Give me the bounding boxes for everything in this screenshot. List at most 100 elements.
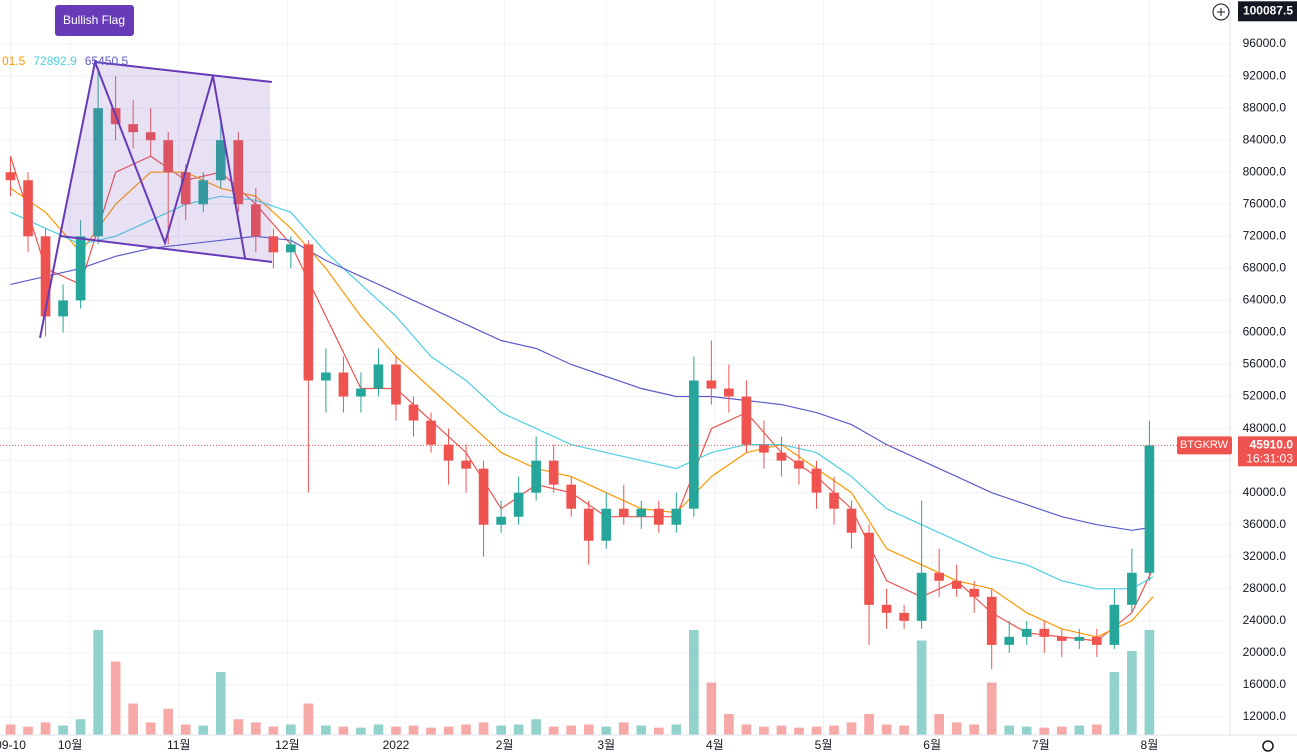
x-tick-label: 6월: [923, 738, 941, 752]
volume-bar: [1144, 630, 1155, 735]
legend: 01.5 72892.9 65450.5: [2, 54, 128, 68]
volume-bar: [846, 722, 857, 735]
candle-body: [215, 140, 226, 181]
volume-bar: [653, 727, 664, 735]
bullish-flag-drawing: [39, 58, 273, 339]
volume-bar: [461, 724, 471, 735]
volume-bar: [531, 719, 541, 735]
x-tick-label: 8월: [1141, 738, 1159, 752]
y-tick-label: 64000.0: [1243, 293, 1287, 307]
candle-body: [531, 460, 541, 493]
candle-body: [461, 460, 471, 469]
volume-bar: [811, 726, 822, 735]
candle-body: [916, 572, 927, 621]
volume-bar: [408, 725, 419, 735]
candle-body: [426, 420, 436, 445]
volume-bar: [671, 724, 682, 735]
volume-bar: [601, 726, 612, 735]
candle-body: [776, 452, 787, 461]
volume-bar: [215, 672, 226, 735]
volume-bar: [286, 724, 296, 735]
pattern-button-label[interactable]: Bullish Flag: [63, 13, 125, 27]
x-tick-label: 5월: [815, 738, 833, 752]
candle-body: [969, 588, 980, 597]
legend-value: 65450.5: [85, 54, 129, 68]
y-tick-label: 20000.0: [1243, 645, 1287, 659]
candle-body: [636, 508, 647, 517]
y-tick-label: 24000.0: [1243, 613, 1287, 627]
y-tick-label: 96000.0: [1243, 36, 1287, 50]
volume-bar: [706, 682, 717, 735]
volume-bar: [75, 719, 86, 735]
y-tick-label: 12000.0: [1243, 709, 1287, 723]
volume-bar: [268, 726, 279, 735]
moving-average: [10, 235, 1153, 531]
candle-body: [163, 140, 174, 173]
candle-body: [391, 364, 401, 405]
candle-body: [671, 508, 682, 525]
volume-bar: [356, 727, 366, 735]
candle-body: [689, 380, 699, 509]
candle-body: [706, 380, 717, 389]
volume-bar: [1004, 725, 1015, 735]
y-tick-label: 84000.0: [1243, 132, 1287, 146]
candle-body: [548, 460, 559, 485]
volume-bar: [881, 724, 892, 735]
volume-bar: [233, 719, 244, 735]
volume-bar: [93, 630, 103, 735]
x-tick-label: 12월: [275, 738, 299, 752]
volume-bar: [373, 724, 384, 735]
candle-body: [478, 468, 489, 525]
volume-bar: [163, 708, 174, 735]
y-tick-label: 80000.0: [1243, 164, 1287, 178]
candle-body: [811, 468, 822, 493]
x-tick-label: 09-10: [0, 738, 26, 752]
volume-bar: [689, 630, 699, 735]
x-tick-label: 2022: [383, 738, 410, 752]
flag-pole: [39, 58, 246, 339]
pattern-button[interactable]: [55, 5, 134, 36]
last-price-tag: [1238, 436, 1297, 467]
x-tick-label: 2월: [496, 738, 514, 752]
candle-body: [1144, 445, 1155, 573]
candle-body: [601, 508, 612, 541]
candle-body: [321, 372, 331, 381]
volume-bar: [5, 724, 16, 735]
volume-bar: [776, 725, 787, 735]
y-tick-label: 32000.0: [1243, 549, 1287, 563]
volume-bar: [198, 725, 209, 735]
volume-bar: [1056, 726, 1067, 735]
volume-bar: [1074, 725, 1085, 735]
volume-bar: [724, 714, 734, 735]
volume-bar: [321, 725, 331, 735]
legend-value: 72892.9: [33, 54, 77, 68]
candle-body: [40, 236, 51, 317]
settings-button[interactable]: [1262, 740, 1274, 752]
add-button[interactable]: [1212, 3, 1230, 21]
y-tick-label: 72000.0: [1243, 228, 1287, 242]
symbol-label: BTGKRW: [1180, 439, 1229, 451]
candle-body: [286, 244, 296, 253]
volume-bar: [934, 714, 944, 735]
y-tick-label: 36000.0: [1243, 517, 1287, 531]
volume-bar: [864, 714, 874, 735]
candle-body: [198, 180, 209, 205]
flag-line: [59, 235, 273, 263]
candle-body: [1074, 636, 1085, 641]
candle-body: [1039, 628, 1050, 637]
volume-bar: [986, 682, 997, 735]
volume-bar: [583, 724, 594, 735]
volume-bar: [426, 727, 436, 735]
candle-body: [128, 124, 138, 133]
candle-body: [618, 508, 629, 517]
volume-bar: [180, 724, 191, 735]
candle-body: [724, 388, 734, 397]
candle-body: [583, 508, 594, 541]
candle-body: [233, 140, 244, 205]
candle-body: [986, 596, 997, 645]
volume-bar: [128, 703, 138, 735]
candle-body: [653, 508, 664, 525]
y-tick-label: 68000.0: [1243, 261, 1287, 275]
volume-bar: [1021, 726, 1032, 735]
